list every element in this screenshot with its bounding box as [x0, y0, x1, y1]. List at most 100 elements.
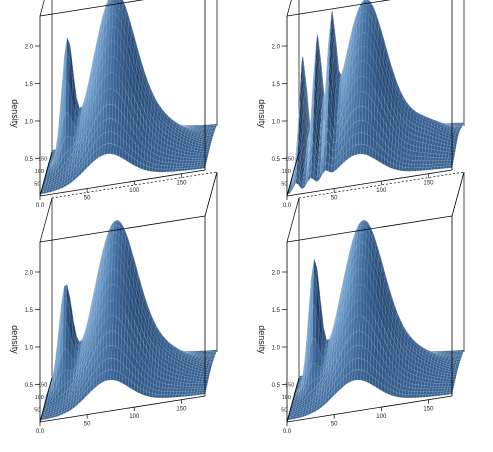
surface-facet [155, 389, 160, 395]
surface-facet [161, 387, 166, 392]
surface-facet [65, 347, 69, 370]
surface-facet [187, 373, 192, 378]
z-tick-label: 2.0 [25, 45, 34, 51]
surface-facet [363, 60, 368, 79]
surface-facet [211, 128, 216, 131]
box-edge [39, 0, 45, 17]
surface-facet [114, 358, 118, 372]
surface-facet [116, 145, 121, 157]
z-tick-label: 1.0 [25, 120, 34, 126]
surface-facet [363, 4, 367, 12]
surface-facet [206, 147, 211, 150]
surface-facet [406, 148, 411, 156]
surface-facet [437, 146, 441, 151]
surface-facet [416, 146, 420, 153]
surface-facet [360, 76, 364, 92]
surface-facet [431, 140, 436, 146]
surface-facet [401, 166, 406, 172]
surface-facet [363, 76, 367, 94]
surface-facet [212, 351, 217, 353]
surface-facet [415, 151, 420, 157]
surface-facet [439, 150, 444, 155]
surface-facet [441, 157, 446, 161]
surface-facet [112, 88, 117, 107]
surface-facet [459, 351, 464, 353]
z-tick-label: 0.5 [272, 157, 281, 163]
surface-facet [162, 157, 166, 163]
surface-facet [445, 151, 450, 156]
surface-facet [418, 152, 423, 157]
surface-facet [172, 151, 176, 157]
surface-facet [364, 120, 369, 135]
surface-facet [428, 144, 432, 150]
surface-facet [192, 380, 197, 384]
surface-facet [114, 345, 119, 361]
surface-facet [448, 152, 453, 156]
surface-facet [199, 378, 203, 382]
surface-facet [195, 155, 200, 159]
surface-facet [167, 388, 172, 392]
surface-facet [436, 153, 440, 158]
surface-facet [407, 143, 411, 151]
surface-facet [184, 376, 189, 381]
surface-facet [365, 107, 369, 123]
surface-facet [111, 131, 115, 145]
surface-facet [460, 122, 465, 124]
surface-facet [402, 158, 407, 164]
surface-facet [177, 378, 182, 383]
surface-facet [164, 387, 169, 392]
surface-facet [117, 347, 122, 363]
surface-facet [202, 151, 207, 154]
surface-facet [183, 154, 188, 158]
surface-facet [433, 149, 438, 155]
y-tick-label: 150 [285, 156, 294, 162]
surface-facet [110, 143, 115, 155]
box-edge [286, 0, 292, 17]
surface-facet [188, 160, 193, 164]
surface-facet [412, 155, 416, 161]
x-tick-label: 100 [129, 414, 140, 420]
surface-facet [165, 158, 169, 163]
surface-facet [408, 159, 413, 165]
surface-facet [190, 377, 194, 381]
box-edge [39, 169, 206, 197]
surface-facet [410, 144, 414, 152]
surface-facet [184, 150, 189, 155]
surface-facet [457, 122, 462, 124]
z-axis-label: density [257, 99, 267, 128]
surface-facet [193, 377, 197, 382]
box-edge [39, 151, 53, 197]
density-surface [286, 0, 465, 195]
surface-facet [114, 132, 118, 146]
surface-facet [200, 148, 204, 152]
surface-facet [325, 162, 329, 172]
surface-facet [115, 331, 119, 348]
surface-facet [359, 91, 364, 107]
surface-facet [205, 149, 210, 152]
surface-facet [116, 285, 121, 305]
surface-facet [176, 388, 181, 392]
surface-facet [193, 149, 198, 154]
surface-facet [183, 382, 188, 387]
surface-facet [196, 153, 200, 156]
surface-facet [116, 301, 120, 320]
surface-facet [458, 355, 463, 358]
surface-facet [165, 153, 170, 159]
surface-facet [154, 393, 159, 398]
surface-facet [443, 144, 448, 149]
surface-facet [205, 151, 210, 154]
surface-facet [411, 160, 416, 165]
surface-facet [423, 138, 427, 144]
x-tick-label: 50 [331, 196, 338, 202]
surface-facet [362, 11, 367, 21]
surface-facet [421, 152, 426, 158]
surface-facet [196, 378, 200, 382]
surface-facet [431, 144, 435, 150]
surface-facet [158, 164, 162, 170]
surface-facet [364, 46, 368, 64]
surface-facet [364, 32, 369, 49]
surface-facet [420, 132, 425, 139]
